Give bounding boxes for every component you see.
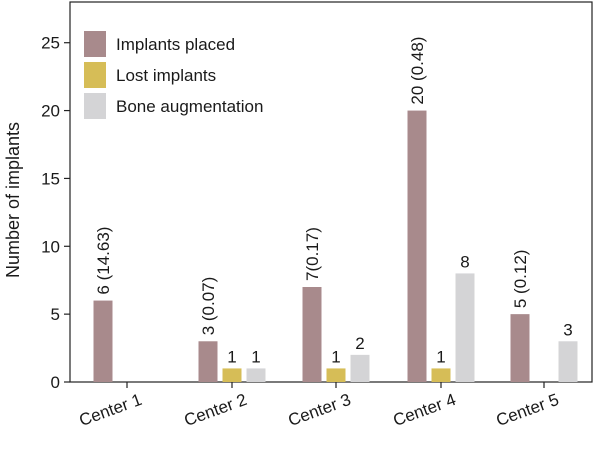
data-label: 5 (0.12): [511, 250, 530, 309]
y-tick-label: 15: [41, 169, 60, 188]
y-tick-label: 20: [41, 102, 60, 121]
data-label: 1: [227, 347, 236, 366]
bar-implants-placed: [510, 314, 530, 382]
legend-swatch: [84, 31, 106, 57]
bar-lost-implants: [222, 368, 242, 382]
data-label: 20 (0.48): [408, 37, 427, 105]
data-label: 6 (14.63): [94, 227, 113, 295]
x-tick-label: Center 4: [391, 390, 459, 430]
data-label: 3: [563, 320, 572, 339]
x-tick-label: Center 5: [494, 390, 562, 430]
y-tick-label: 10: [41, 237, 60, 256]
y-axis-title: Number of implants: [3, 122, 23, 278]
x-tick-label: Center 3: [286, 390, 354, 430]
data-label: 8: [460, 252, 469, 271]
x-tick-label: Center 1: [77, 390, 145, 430]
legend-swatch: [84, 93, 106, 119]
legend-swatch: [84, 62, 106, 88]
legend: Implants placed Lost implants Bone augment…: [84, 31, 263, 119]
bar-lost-implants: [431, 368, 451, 382]
bar-bone-augmentation: [246, 368, 266, 382]
y-axis-ticks: 0 5 10 15 20 25: [41, 34, 70, 392]
x-axis-ticks: Center 1 Center 2 Center 3 Center 4 Center 5: [77, 382, 562, 430]
data-label: 2: [355, 334, 364, 353]
x-tick-label: Center 2: [182, 390, 250, 430]
data-label: 1: [251, 347, 260, 366]
legend-label: Bone augmentation: [116, 97, 263, 116]
bar-bone-augmentation: [455, 273, 475, 382]
y-tick-label: 0: [51, 373, 60, 392]
y-tick-label: 5: [51, 305, 60, 324]
data-label: 1: [331, 347, 340, 366]
data-label: 3 (0.07): [199, 277, 218, 336]
bar-bone-augmentation: [350, 354, 370, 382]
bars: [93, 110, 578, 383]
bar-bone-augmentation: [558, 341, 578, 382]
data-label: 7(0.17): [303, 227, 322, 281]
bar-implants-placed: [93, 300, 113, 382]
legend-label: Implants placed: [116, 35, 235, 54]
legend-label: Lost implants: [116, 66, 216, 85]
data-label: 1: [436, 347, 445, 366]
bar-lost-implants: [326, 368, 346, 382]
bar-implants-placed: [407, 110, 427, 383]
y-tick-label: 25: [41, 34, 60, 53]
bar-implants-placed: [198, 341, 218, 382]
bar-implants-placed: [302, 287, 322, 382]
